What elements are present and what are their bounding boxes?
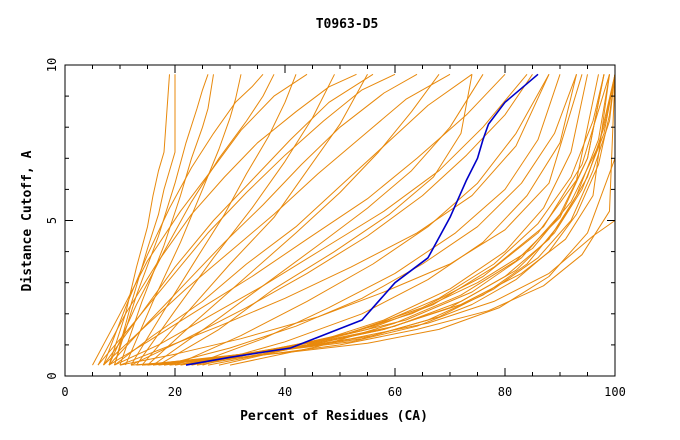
model-series-line bbox=[103, 73, 264, 366]
model-series-line bbox=[218, 74, 588, 366]
model-series-line bbox=[125, 74, 242, 366]
model-series-line bbox=[130, 74, 297, 366]
x-tick-label: 80 bbox=[498, 385, 512, 399]
model-series-line bbox=[108, 74, 275, 366]
model-series-line bbox=[108, 73, 506, 366]
model-series-line bbox=[174, 74, 616, 366]
model-series-line bbox=[141, 74, 368, 366]
model-series-line bbox=[92, 73, 308, 366]
model-series-line bbox=[97, 73, 396, 366]
y-axis-label: Distance Cutoff, A bbox=[20, 150, 35, 291]
model-series-line bbox=[103, 73, 374, 366]
model-series-line bbox=[202, 74, 577, 366]
model-series-line bbox=[130, 74, 533, 366]
model-series-line bbox=[163, 74, 577, 366]
model-series-line bbox=[97, 73, 357, 366]
x-tick-label: 60 bbox=[388, 385, 402, 399]
model-series-line bbox=[119, 74, 583, 366]
model-series-line bbox=[207, 74, 605, 366]
x-tick-label: 40 bbox=[278, 385, 292, 399]
model-series-line bbox=[114, 74, 176, 366]
model-series-line bbox=[108, 74, 170, 366]
x-tick-label: 20 bbox=[168, 385, 182, 399]
model-series-line bbox=[174, 74, 550, 366]
model-series-line bbox=[229, 74, 605, 366]
model-series-line bbox=[114, 73, 528, 366]
y-tick-label: 10 bbox=[45, 58, 59, 72]
model-series-line bbox=[130, 220, 616, 366]
model-series-line bbox=[119, 74, 214, 366]
chart-title: T0963-D5 bbox=[316, 17, 379, 32]
model-series-line bbox=[158, 74, 473, 366]
x-axis-label: Percent of Residues (CA) bbox=[240, 409, 428, 424]
model-series-line bbox=[152, 74, 484, 366]
y-tick-label: 0 bbox=[45, 372, 59, 379]
model-series-line bbox=[136, 74, 335, 366]
model-series-line bbox=[108, 73, 418, 366]
model-series-line bbox=[147, 74, 440, 366]
model-series-line bbox=[169, 74, 616, 366]
x-tick-label: 0 bbox=[61, 385, 68, 399]
model-series-line bbox=[114, 73, 473, 366]
axes: 0 20 40 60 80 100 0 5 10 bbox=[45, 58, 626, 399]
model-series-line bbox=[136, 74, 616, 366]
model-series-line bbox=[103, 73, 451, 366]
model-series-line bbox=[114, 74, 209, 366]
plot-series bbox=[92, 73, 616, 366]
y-tick-label: 5 bbox=[45, 217, 59, 224]
highlight-series-line bbox=[185, 73, 539, 366]
x-tick-label: 100 bbox=[604, 385, 626, 399]
